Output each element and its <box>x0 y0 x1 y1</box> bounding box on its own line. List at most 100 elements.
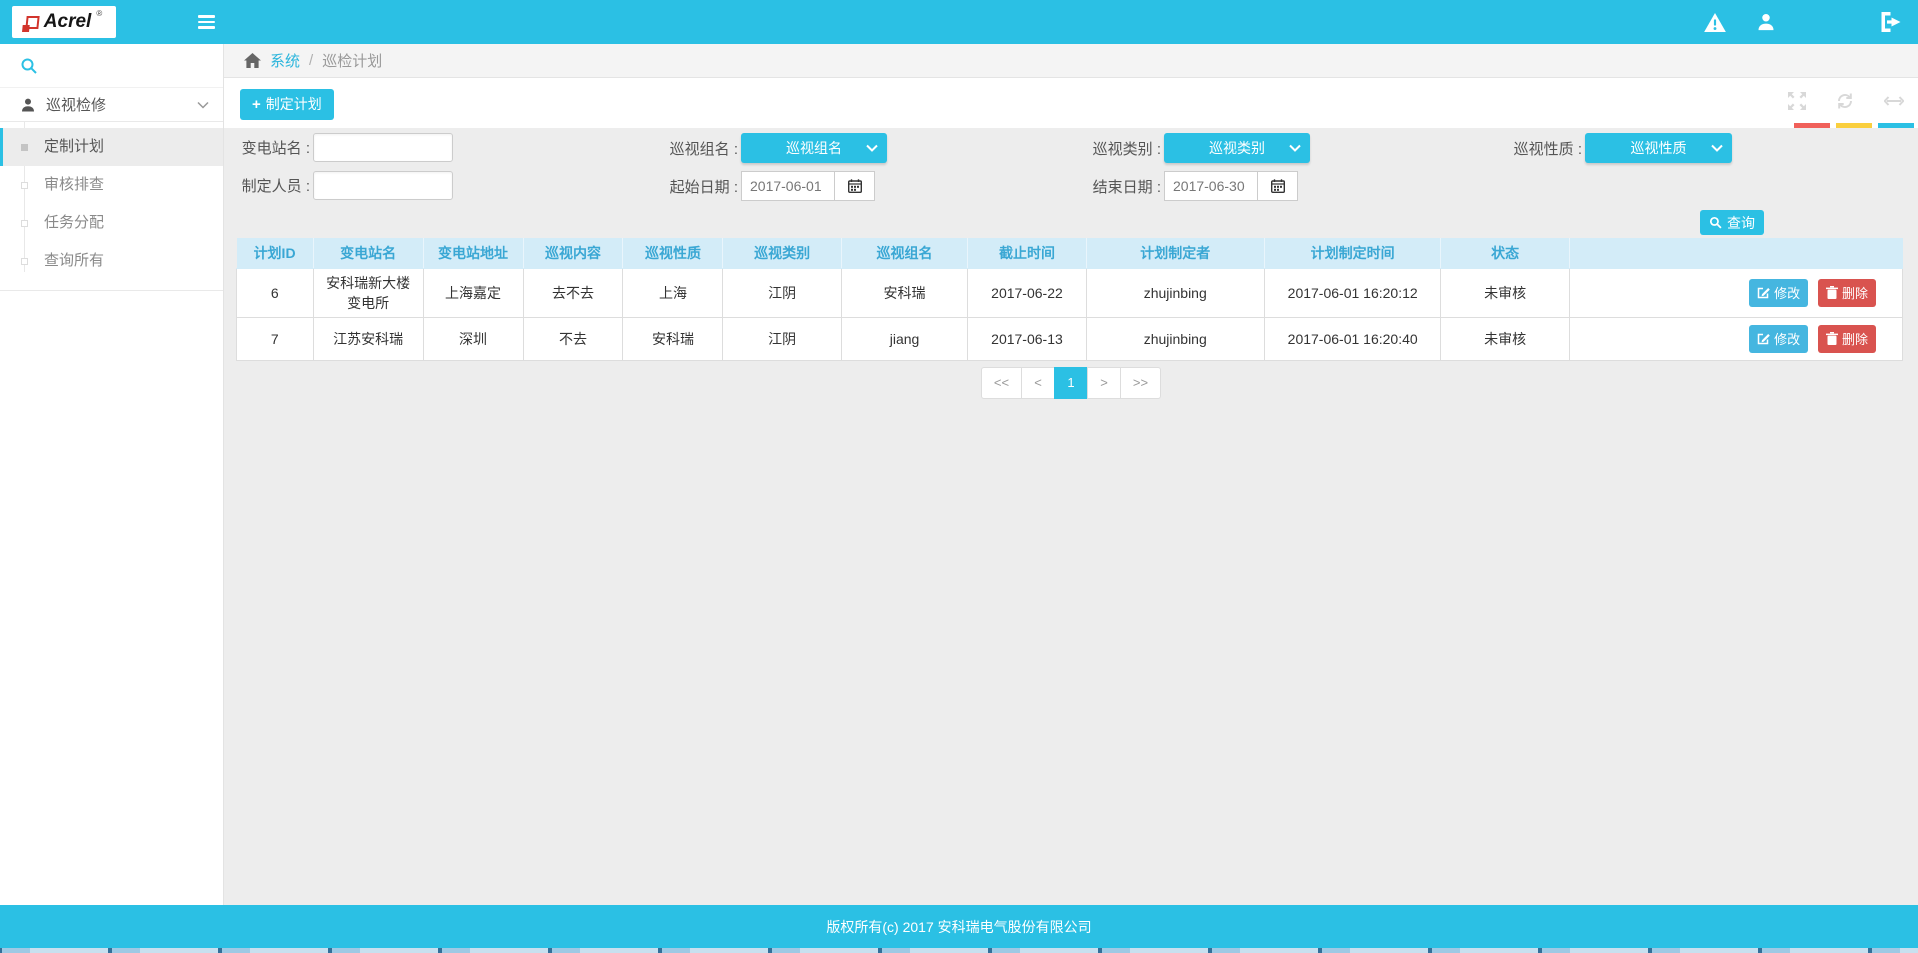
end-date-calendar-button[interactable] <box>1258 171 1298 201</box>
copyright-text: 版权所有(c) 2017 安科瑞电气股份有限公司 <box>826 918 1092 935</box>
cell-creator: zhujinbing <box>1085 267 1265 318</box>
sidebar-submenu: 定制计划 审核排查 任务分配 查询所有 <box>0 122 223 291</box>
chevron-down-icon <box>866 144 878 152</box>
panel-toolbar: + 制定计划 <box>224 78 1918 128</box>
plus-icon: + <box>252 95 261 113</box>
start-date-label: 起始日期 : <box>669 178 738 196</box>
cell-deadline: 2017-06-22 <box>967 267 1087 318</box>
col-address: 变电站地址 <box>423 238 524 269</box>
delete-button-label: 删除 <box>1841 285 1868 301</box>
create-plan-label: 制定计划 <box>265 96 322 112</box>
patrol-nature-select[interactable]: 巡视性质 <box>1585 133 1732 163</box>
breadcrumb-link-system[interactable]: 系统 <box>270 53 301 70</box>
user-icon[interactable] <box>1756 12 1776 32</box>
table-row: 6 安科瑞新大楼变电所 上海嘉定 去不去 上海 江阴 安科瑞 2017-06-2… <box>236 267 1904 318</box>
magnifier-icon <box>1709 216 1722 229</box>
sidebar-group-inspection[interactable]: 巡视检修 <box>0 88 223 122</box>
logo-text: Acrel <box>43 11 92 32</box>
calendar-icon <box>1270 179 1285 193</box>
sidebar-item-label: 审核排查 <box>44 176 105 193</box>
cell-deadline: 2017-06-13 <box>967 316 1087 361</box>
station-name-input[interactable] <box>313 133 453 162</box>
start-date-input[interactable] <box>741 171 835 201</box>
logout-icon[interactable] <box>1879 12 1902 32</box>
brand-logo: Acrel ® <box>12 6 116 38</box>
cell-station: 江苏安科瑞 <box>312 316 424 361</box>
col-status: 状态 <box>1440 238 1570 269</box>
patrol-category-select[interactable]: 巡视类别 <box>1164 133 1310 163</box>
chevron-down-icon <box>1289 144 1301 152</box>
sidebar-item-review-check[interactable]: 审核排查 <box>0 166 223 204</box>
sidebar-search[interactable] <box>0 44 223 88</box>
col-nature: 巡视性质 <box>622 238 724 269</box>
page-shell: 巡视检修 定制计划 审核排查 任务分配 查询所有 <box>0 44 1918 905</box>
edit-button-label: 修改 <box>1774 331 1801 347</box>
sidebar-item-label: 定制计划 <box>44 138 105 155</box>
pagination-prev[interactable]: < <box>1021 366 1055 399</box>
pagination-page-1[interactable]: 1 <box>1054 366 1088 399</box>
cell-category: 江阴 <box>722 316 842 361</box>
edit-button[interactable]: 修改 <box>1749 278 1809 307</box>
patrol-group-label: 巡视组名 : <box>669 140 738 158</box>
cell-content: 不去 <box>522 316 624 361</box>
refresh-icon[interactable] <box>1836 92 1854 110</box>
pagination-next[interactable]: > <box>1087 366 1121 399</box>
table-row: 7 江苏安科瑞 深圳 不去 安科瑞 江阴 jiang 2017-06-13 zh… <box>236 316 1904 361</box>
patrol-nature-selected: 巡视性质 <box>1630 140 1687 156</box>
search-icon <box>21 58 37 74</box>
cell-created-time: 2017-06-01 16:20:12 <box>1263 267 1442 318</box>
col-station: 变电站名 <box>313 238 424 269</box>
col-created-time: 计划制定时间 <box>1264 238 1442 269</box>
fullscreen-icon[interactable] <box>1788 92 1806 110</box>
sidebar: 巡视检修 定制计划 审核排查 任务分配 查询所有 <box>0 44 224 905</box>
pagination: << < 1 > >> <box>224 366 1918 399</box>
calendar-icon <box>847 179 862 193</box>
pagination-first[interactable]: << <box>981 366 1022 399</box>
sidebar-item-task-assign[interactable]: 任务分配 <box>0 204 223 242</box>
cell-plan-id: 7 <box>236 316 314 361</box>
sidebar-item-custom-plan[interactable]: 定制计划 <box>0 128 223 166</box>
collapse-icon[interactable] <box>1884 96 1904 106</box>
bullet-icon <box>21 144 28 151</box>
cell-category: 江阴 <box>722 267 842 318</box>
red-bar <box>1794 123 1830 128</box>
registered-mark: ® <box>96 9 103 18</box>
warning-icon[interactable] <box>1704 12 1726 32</box>
patrol-category-selected: 巡视类别 <box>1209 140 1265 156</box>
hamburger-icon[interactable] <box>198 15 215 32</box>
chevron-down-icon <box>1711 144 1723 152</box>
chevron-down-icon <box>197 101 209 109</box>
station-name-label: 变电站名 : <box>241 140 310 157</box>
cell-actions: 修改 删除 <box>1568 267 1904 318</box>
yellow-bar <box>1836 123 1872 128</box>
cell-group: jiang <box>840 316 969 361</box>
patrol-group-select[interactable]: 巡视组名 <box>741 133 887 163</box>
col-deadline: 截止时间 <box>967 238 1087 269</box>
cell-nature: 上海 <box>622 267 724 318</box>
bullet-icon <box>21 220 28 227</box>
delete-button[interactable]: 删除 <box>1817 278 1876 307</box>
col-actions <box>1569 238 1903 269</box>
cyan-bar <box>1878 123 1914 128</box>
creator-input[interactable] <box>313 171 453 200</box>
breadcrumb: 系统 / 巡检计划 <box>224 44 1918 78</box>
cell-group: 安科瑞 <box>840 267 969 318</box>
patrol-category-label: 巡视类别 : <box>1092 140 1161 158</box>
col-creator: 计划制定者 <box>1086 238 1265 269</box>
create-plan-button[interactable]: + 制定计划 <box>240 89 334 120</box>
taskbar-sliver <box>0 948 1918 953</box>
patrol-group-selected: 巡视组名 <box>786 140 842 156</box>
panel-color-bars <box>1794 123 1914 128</box>
end-date-input[interactable] <box>1164 171 1258 201</box>
delete-button[interactable]: 删除 <box>1817 324 1876 353</box>
pagination-last[interactable]: >> <box>1120 366 1161 399</box>
breadcrumb-separator: / <box>309 52 314 69</box>
edit-button[interactable]: 修改 <box>1749 324 1809 353</box>
edit-button-label: 修改 <box>1774 285 1801 301</box>
edit-icon <box>1757 333 1770 344</box>
start-date-calendar-button[interactable] <box>835 171 875 201</box>
query-button-label: 查询 <box>1727 214 1755 231</box>
query-button[interactable]: 查询 <box>1700 210 1764 235</box>
sidebar-item-query-all[interactable]: 查询所有 <box>0 242 223 280</box>
